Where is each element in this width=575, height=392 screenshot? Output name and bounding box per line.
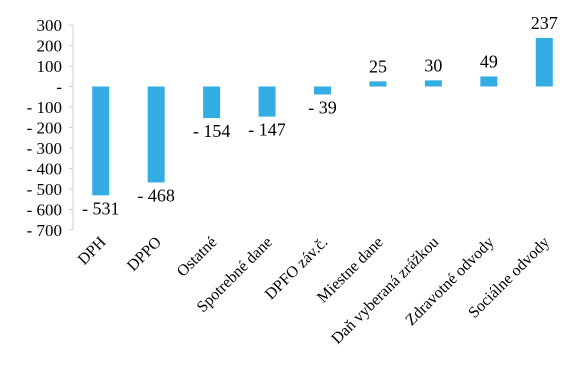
y-tick-label: - 600 [27,201,62,220]
data-label: 237 [531,13,558,33]
y-tick-label: 300 [37,16,63,35]
bar [258,86,276,117]
data-label: - 39 [308,97,337,117]
y-tick-label: - [56,78,62,97]
data-label: - 147 [248,120,286,140]
y-tick-label: 200 [37,37,63,56]
data-label: 30 [424,55,442,75]
data-labels: - 531 - 468 - 154 - 147 - 39 25 30 49 237 [82,13,558,218]
y-tick-label: - 400 [27,160,62,179]
bar [480,76,498,87]
data-label: 49 [480,51,498,71]
data-label: 25 [369,56,387,76]
bars [92,37,553,196]
y-tick-label: - 700 [27,221,62,240]
y-tick-label: - 300 [27,139,62,158]
bar [147,86,165,183]
category-label: DPPO [124,234,165,275]
y-tick-label: - 100 [27,98,62,117]
bar [535,37,553,87]
category-label: Daň vyberaná zrážkou [328,234,442,348]
category-label: DPH [75,233,110,268]
y-tick-label: - 200 [27,119,62,138]
category-label: Ostatné [174,234,221,281]
bar [92,86,110,196]
bar [369,81,387,87]
y-tick-label: 100 [37,57,63,76]
data-label: - 531 [82,198,120,218]
y-tick-label: - 500 [27,180,62,199]
bar [314,86,331,95]
bar [203,86,221,119]
data-label: - 468 [137,185,175,205]
bar [424,80,442,87]
data-label: - 154 [193,121,231,141]
